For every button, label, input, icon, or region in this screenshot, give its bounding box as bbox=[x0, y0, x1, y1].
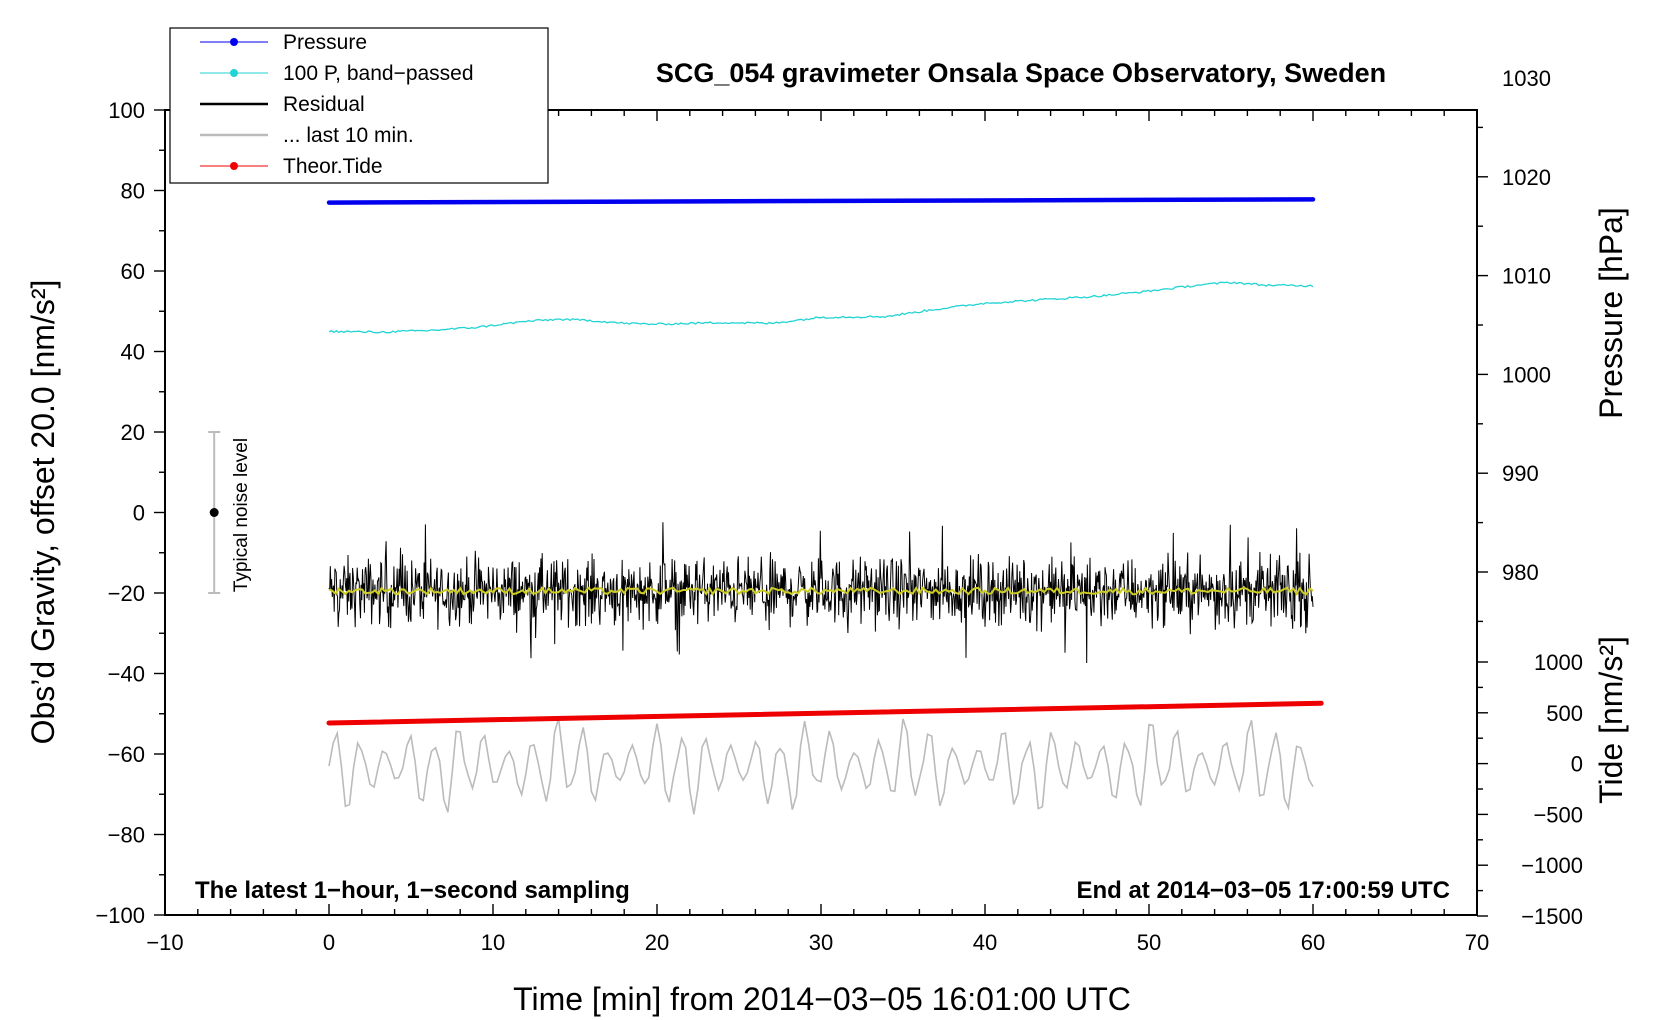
y-tick-labels: 100 80 60 40 20 0 −20 −40 −60 −80 −100 bbox=[95, 98, 145, 928]
y-tick-label: −40 bbox=[108, 662, 145, 687]
legend-label: 100 P, band−passed bbox=[283, 62, 474, 85]
x-tick-label: 30 bbox=[809, 930, 833, 955]
tide-tick-label: 0 bbox=[1571, 752, 1583, 777]
x-tick-labels: −10 0 10 20 30 40 50 60 70 bbox=[146, 930, 1489, 955]
legend-label: Residual bbox=[283, 93, 365, 116]
pressure-tick-label: 1030 bbox=[1502, 66, 1551, 91]
series-last-10-min bbox=[328, 718, 1314, 815]
y-tick-label: −100 bbox=[95, 903, 145, 928]
x-tick-label: 10 bbox=[481, 930, 505, 955]
pressure-tick-label: 980 bbox=[1502, 560, 1539, 585]
legend-marker bbox=[230, 162, 238, 170]
pressure-tick-labels: 1030 1020 1010 1000 990 980 bbox=[1502, 66, 1551, 585]
legend-label: ... last 10 min. bbox=[283, 124, 414, 147]
x-tick-label: −10 bbox=[146, 930, 183, 955]
noise-label: Typical noise level bbox=[231, 438, 252, 592]
series-residual bbox=[328, 522, 1314, 664]
series-residual-smoothed bbox=[328, 586, 1314, 596]
tide-tick-label: 1000 bbox=[1534, 650, 1583, 675]
x-tick-label: 20 bbox=[645, 930, 669, 955]
y-tick-label: 0 bbox=[133, 501, 145, 526]
noise-bar bbox=[208, 431, 221, 594]
series-layer bbox=[326, 197, 1324, 815]
y-tick-label: −80 bbox=[108, 823, 145, 848]
tide-tick-label: −1500 bbox=[1521, 904, 1583, 929]
tide-tick-label: 500 bbox=[1546, 701, 1583, 726]
tide-tick-labels: 1000 500 0 −500 −1000 −1500 bbox=[1521, 650, 1583, 929]
series-theor-tide bbox=[326, 700, 1324, 726]
y-axis-title-pressure: Pressure [hPa] bbox=[1593, 207, 1629, 419]
y-tick-label: 80 bbox=[121, 179, 145, 204]
legend-label: Theor.Tide bbox=[283, 155, 383, 178]
series-band-passed bbox=[328, 281, 1314, 334]
legend-marker bbox=[230, 38, 238, 46]
y-tick-label: 20 bbox=[121, 420, 145, 445]
y-tick-label: 100 bbox=[108, 98, 145, 123]
legend-label: Pressure bbox=[283, 31, 367, 54]
y-tick-label: 40 bbox=[121, 340, 145, 365]
x-tick-label: 40 bbox=[973, 930, 997, 955]
pressure-tick-label: 990 bbox=[1502, 461, 1539, 486]
x-tick-label: 60 bbox=[1301, 930, 1325, 955]
legend-box bbox=[169, 27, 549, 184]
axis-ticks bbox=[154, 109, 1488, 917]
legend-marker bbox=[230, 69, 238, 77]
plot-frame bbox=[164, 109, 1478, 916]
chart-title: SCG_054 gravimeter Onsala Space Observat… bbox=[656, 58, 1386, 88]
x-axis-title: Time [min] from 2014−03−05 16:01:00 UTC bbox=[513, 981, 1131, 1017]
series-pressure bbox=[326, 197, 1316, 205]
x-tick-label: 50 bbox=[1137, 930, 1161, 955]
tide-tick-label: −500 bbox=[1533, 802, 1583, 827]
pressure-tick-label: 1000 bbox=[1502, 362, 1551, 387]
x-tick-label: 70 bbox=[1465, 930, 1489, 955]
y-axis-title-tide: Tide [nm/s²] bbox=[1593, 636, 1629, 804]
annotation-left: The latest 1−hour, 1−second sampling bbox=[195, 877, 630, 904]
annotation-right: End at 2014−03−05 17:00:59 UTC bbox=[1076, 877, 1450, 904]
tide-tick-label: −1000 bbox=[1521, 853, 1583, 878]
y-tick-label: −20 bbox=[108, 581, 145, 606]
y-tick-label: 60 bbox=[121, 259, 145, 284]
y-axis-title-left: Obs’d Gravity, offset 20.0 [nm/s²] bbox=[25, 280, 61, 745]
noise-bar-center-dot bbox=[209, 508, 219, 517]
x-tick-label: 0 bbox=[323, 930, 335, 955]
pressure-tick-label: 1020 bbox=[1502, 165, 1551, 190]
y-tick-label: −60 bbox=[108, 742, 145, 767]
legend: Pressure 100 P, band−passed Residual ... la… bbox=[169, 27, 549, 184]
pressure-tick-label: 1010 bbox=[1502, 264, 1551, 289]
